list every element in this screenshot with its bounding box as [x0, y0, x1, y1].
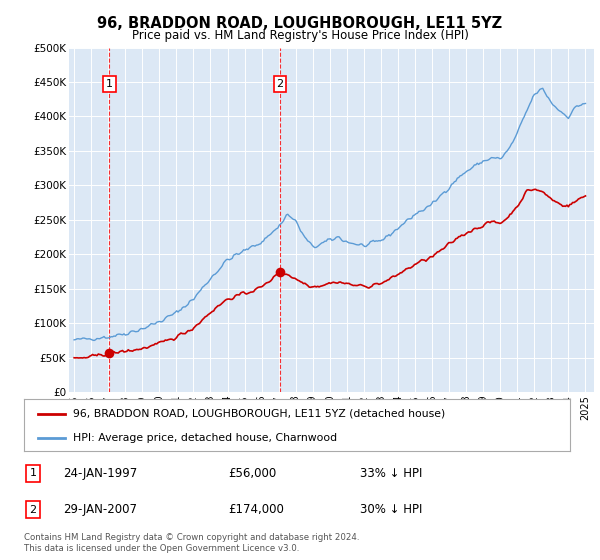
- Text: 96, BRADDON ROAD, LOUGHBOROUGH, LE11 5YZ (detached house): 96, BRADDON ROAD, LOUGHBOROUGH, LE11 5YZ…: [73, 409, 445, 419]
- Text: 24-JAN-1997: 24-JAN-1997: [63, 466, 137, 480]
- Text: 2: 2: [29, 505, 37, 515]
- Text: HPI: Average price, detached house, Charnwood: HPI: Average price, detached house, Char…: [73, 433, 337, 443]
- Text: 2: 2: [277, 79, 284, 89]
- Text: £56,000: £56,000: [228, 466, 276, 480]
- Text: 33% ↓ HPI: 33% ↓ HPI: [360, 466, 422, 480]
- Text: Contains HM Land Registry data © Crown copyright and database right 2024.
This d: Contains HM Land Registry data © Crown c…: [24, 533, 359, 553]
- Text: 30% ↓ HPI: 30% ↓ HPI: [360, 503, 422, 516]
- Text: 1: 1: [29, 468, 37, 478]
- Text: 96, BRADDON ROAD, LOUGHBOROUGH, LE11 5YZ: 96, BRADDON ROAD, LOUGHBOROUGH, LE11 5YZ: [97, 16, 503, 31]
- Text: 1: 1: [106, 79, 113, 89]
- Text: Price paid vs. HM Land Registry's House Price Index (HPI): Price paid vs. HM Land Registry's House …: [131, 29, 469, 42]
- Text: £174,000: £174,000: [228, 503, 284, 516]
- Text: 29-JAN-2007: 29-JAN-2007: [63, 503, 137, 516]
